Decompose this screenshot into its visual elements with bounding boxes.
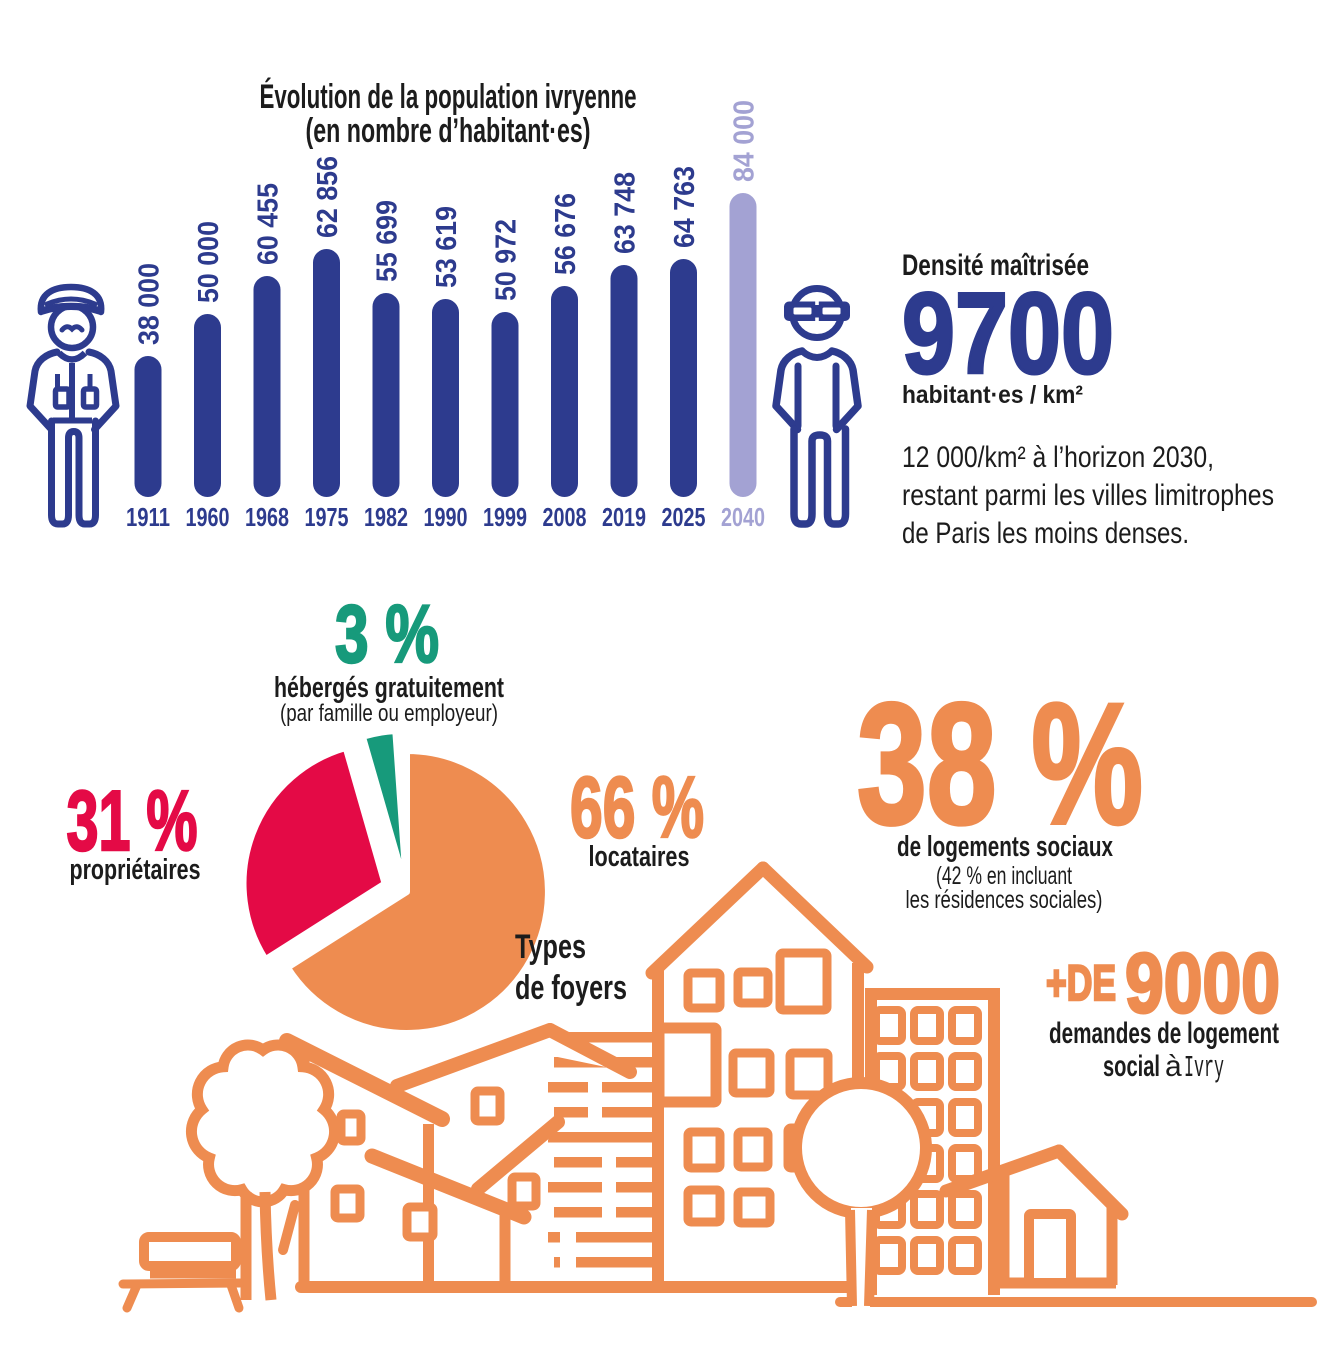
svg-text:56 676: 56 676 [550, 193, 582, 275]
svg-text:hébergés gratuitement: hébergés gratuitement [274, 672, 504, 704]
svg-text:12 000/km² à l’horizon 2030,: 12 000/km² à l’horizon 2030, [902, 441, 1214, 474]
svg-text:demandes de logement: demandes de logement [1049, 1017, 1279, 1050]
svg-text:1982: 1982 [364, 502, 408, 532]
svg-text:63 748: 63 748 [610, 172, 642, 254]
svg-text:Évolution de la population ivr: Évolution de la population ivryenne [260, 78, 637, 116]
svg-text:31 %: 31 % [67, 774, 198, 869]
svg-text:1911: 1911 [126, 502, 170, 532]
svg-text:(42 % en incluant: (42 % en incluant [936, 862, 1072, 890]
svg-text:+DE: +DE [1046, 955, 1116, 1011]
svg-text:50 000: 50 000 [193, 221, 225, 303]
svg-text:2008: 2008 [543, 502, 587, 532]
svg-text:locataires: locataires [589, 841, 690, 873]
svg-text:social: social [1103, 1050, 1160, 1083]
svg-text:Ivry: Ivry [1184, 1051, 1224, 1086]
svg-text:(par famille ou employeur): (par famille ou employeur) [280, 700, 498, 727]
svg-text:53 619: 53 619 [431, 206, 463, 288]
svg-text:64 763: 64 763 [669, 166, 701, 248]
svg-text:1960: 1960 [186, 502, 230, 532]
svg-text:38 %: 38 % [857, 668, 1143, 860]
svg-text:38 000: 38 000 [134, 263, 166, 345]
svg-text:de logements sociaux: de logements sociaux [897, 831, 1113, 863]
svg-text:propriétaires: propriétaires [70, 854, 201, 886]
svg-text:2040: 2040 [721, 502, 765, 532]
svg-text:de Paris les moins denses.: de Paris les moins denses. [902, 517, 1189, 550]
svg-text:2019: 2019 [602, 502, 646, 532]
svg-text:(en nombre d’habitant·es): (en nombre d’habitant·es) [306, 112, 591, 150]
svg-text:1990: 1990 [424, 502, 468, 532]
svg-text:55 699: 55 699 [372, 200, 404, 282]
svg-text:1999: 1999 [483, 502, 527, 532]
svg-text:restant parmi les villes limit: restant parmi les villes limitrophes [902, 479, 1274, 512]
svg-text:84 000: 84 000 [729, 100, 761, 182]
svg-text:les résidences sociales): les résidences sociales) [906, 886, 1103, 914]
svg-text:9700: 9700 [902, 270, 1114, 398]
svg-text:1968: 1968 [245, 502, 289, 532]
svg-text:habitant·es / km²: habitant·es / km² [902, 381, 1083, 409]
svg-text:à: à [1165, 1050, 1182, 1083]
svg-text:9000: 9000 [1125, 936, 1280, 1030]
svg-text:60 455: 60 455 [253, 183, 285, 265]
svg-text:Densité maîtrisée: Densité maîtrisée [902, 249, 1089, 282]
svg-text:3 %: 3 % [335, 589, 439, 680]
svg-text:62 856: 62 856 [312, 156, 344, 238]
svg-text:2025: 2025 [662, 502, 706, 532]
svg-text:1975: 1975 [305, 502, 349, 532]
svg-text:de foyers: de foyers [515, 969, 627, 1007]
svg-text:66 %: 66 % [570, 760, 704, 856]
svg-text:Types: Types [515, 928, 586, 966]
svg-text:50 972: 50 972 [491, 219, 523, 301]
